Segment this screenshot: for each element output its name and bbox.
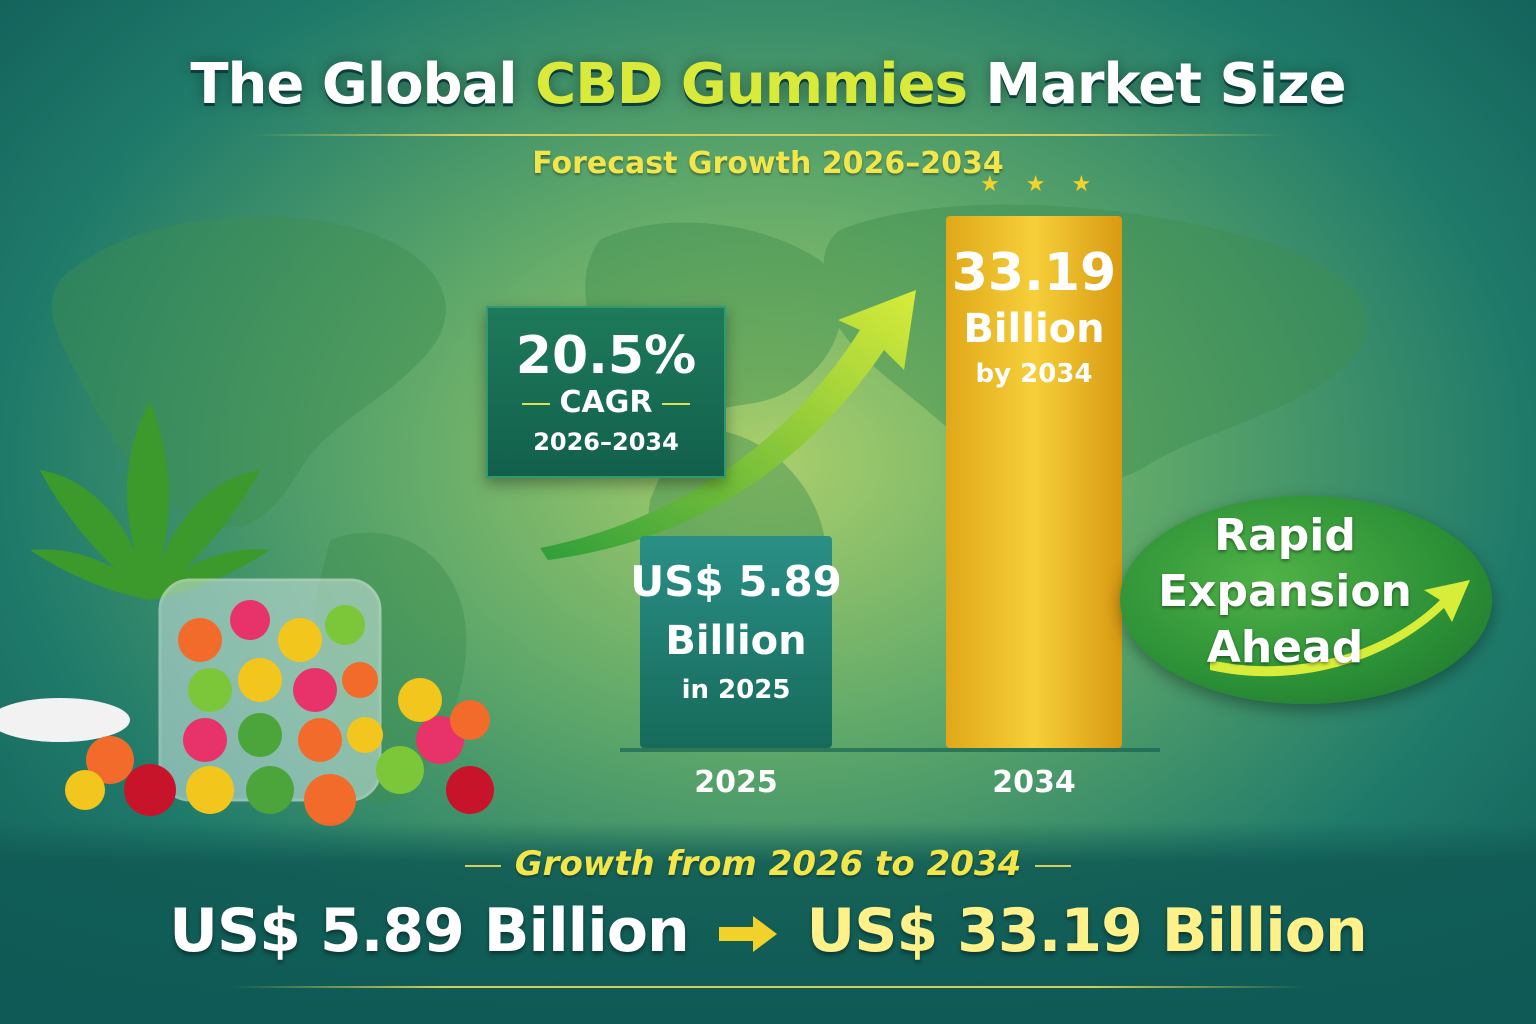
- bar-value-2034: 33.19: [952, 243, 1116, 303]
- bar-value-2025: US$ 5.89: [630, 557, 842, 606]
- to-value: US$ 33.19 Billion: [806, 896, 1368, 966]
- stars-decoration: ★★★: [980, 172, 1118, 197]
- cannabis-leaf-icon: [30, 400, 270, 600]
- bar-unit-2034: Billion: [963, 306, 1104, 352]
- bar-2034: [946, 216, 1122, 748]
- growth-summary: US$ 5.89 Billion US$ 33.19 Billion: [0, 896, 1536, 966]
- callout-line-3: Ahead: [1206, 622, 1364, 673]
- subtitle: Forecast Growth 2026–2034: [532, 146, 1004, 181]
- bar-note-2025: in 2025: [682, 675, 791, 705]
- callout-line-2: Expansion: [1158, 566, 1412, 617]
- title-divider: [250, 134, 1286, 136]
- growth-period-text: Growth from 2026 to 2034: [0, 844, 1536, 884]
- growth-arrow-icon: [540, 290, 916, 560]
- cagr-value: 20.5%: [515, 326, 697, 386]
- category-label-2034: 2034: [992, 765, 1076, 800]
- callout-line-1: Rapid: [1214, 510, 1356, 561]
- cagr-years: 2026–2034: [533, 428, 679, 456]
- page-title: The Global CBD Gummies Market Size: [190, 52, 1346, 117]
- baseline: [620, 748, 1160, 752]
- bar-note-2034: by 2034: [976, 359, 1093, 389]
- bar-unit-2025: Billion: [665, 618, 806, 664]
- cagr-label: CAGR: [488, 386, 724, 420]
- bar-2025: [640, 536, 832, 748]
- category-label-2025: 2025: [694, 765, 778, 800]
- right-arrow-icon: [718, 916, 777, 953]
- gummy-candies: [65, 600, 494, 826]
- from-value: US$ 5.89 Billion: [169, 896, 689, 966]
- bottom-divider: [230, 986, 1306, 988]
- callout-text: Rapid Expansion Ahead: [1140, 508, 1430, 676]
- cagr-box: 20.5% CAGR 2026–2034: [486, 306, 726, 478]
